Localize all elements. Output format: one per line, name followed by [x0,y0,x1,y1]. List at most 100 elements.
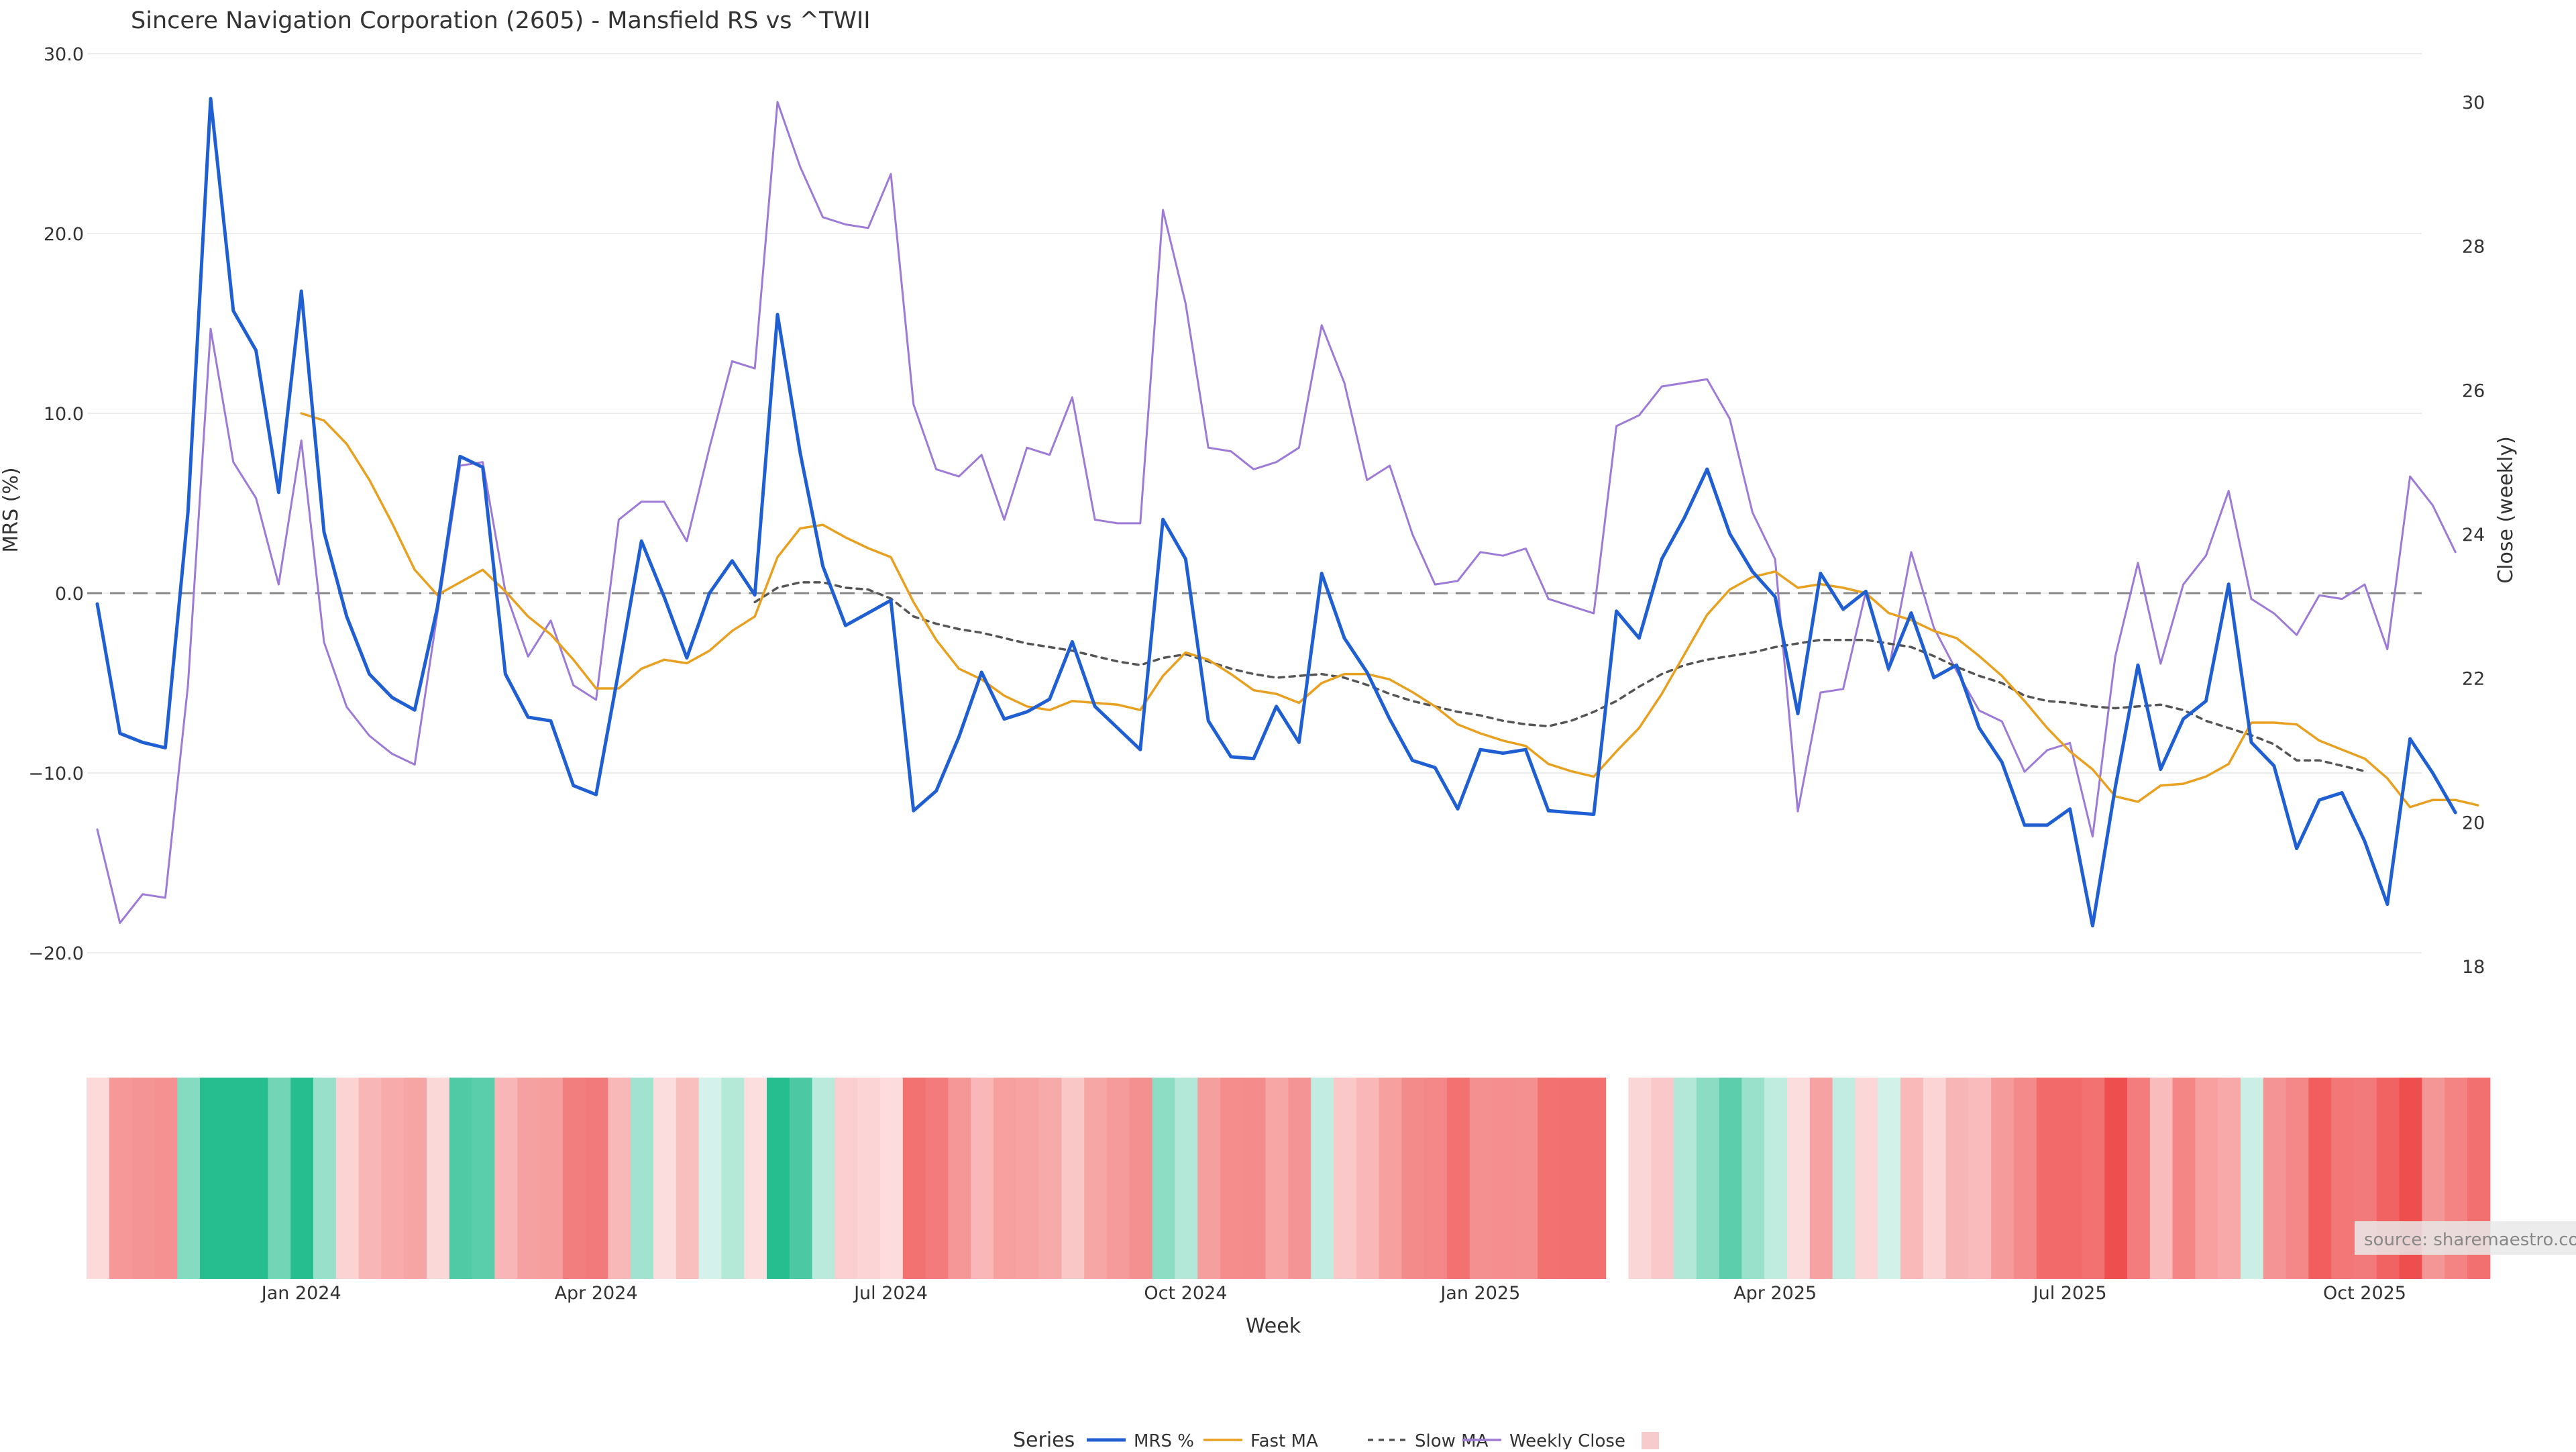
heat-cell [109,1078,133,1279]
legend: Series MRS % Fast MA Slow MA Weekly Close [1013,1429,1659,1452]
heat-cell [1356,1078,1380,1279]
heat-cell [1447,1078,1470,1279]
y-left-tick-label: 30.0 [44,44,84,65]
legend-heat-swatch[interactable] [1642,1432,1659,1449]
series-layer [95,97,2479,928]
heat-cell [1492,1078,1515,1279]
heat-cell [177,1078,201,1279]
heat-cell [2263,1078,2287,1279]
heat-cell [857,1078,881,1279]
heat-cell [2308,1078,2332,1279]
legend-label: Weekly Close [1509,1431,1625,1449]
y-left-tick-label: −20.0 [28,943,84,964]
heat-cell [1945,1078,1969,1279]
heat-cell [1719,1078,1742,1279]
x-tick-label: Jul 2025 [2032,1283,2107,1304]
heat-cell [1991,1078,2015,1279]
heat-cell [1809,1078,1833,1279]
heat-cell [2149,1078,2174,1279]
x-tick-label: Apr 2025 [1733,1283,1817,1304]
heat-cell [2331,1078,2355,1279]
heat-cell [1855,1078,1878,1279]
heat-cell [1175,1078,1198,1279]
heat-cell [744,1078,767,1279]
heat-cell [200,1078,223,1279]
heat-cell [631,1078,654,1279]
heat-cell [925,1078,949,1279]
heat-cell [2059,1078,2082,1279]
legend-item-fast-ma[interactable]: Fast MA [1203,1431,1318,1451]
heat-cell [1878,1078,1901,1279]
y-right-tick-label: 24 [2462,525,2485,546]
heat-cell [494,1078,518,1279]
heat-cell [971,1078,994,1279]
heat-cell [767,1078,790,1279]
heat-cell [835,1078,858,1279]
y-axis-right-ticks: 30 28 26 24 22 20 18 [2462,93,2485,978]
y-right-tick-label: 28 [2462,237,2485,258]
legend-item-weekly-close[interactable]: Weekly Close [1462,1431,1625,1451]
heat-cell [1968,1078,1992,1279]
heat-cell [1242,1078,1267,1279]
heat-cell [1401,1078,1425,1279]
heat-cell [1334,1078,1357,1279]
heat-cell [404,1078,427,1279]
heat-cell [1764,1078,1788,1279]
heat-cell [2195,1078,2218,1279]
heat-cell [472,1078,495,1279]
heat-cell [1628,1078,1652,1279]
heat-cell [994,1078,1017,1279]
heat-cell [1220,1078,1244,1279]
heat-cell [2127,1078,2151,1279]
heat-cell [449,1078,473,1279]
y-axis-right-label: Close (weekly) [2494,436,2518,584]
heat-cell [1311,1078,1334,1279]
legend-label: Fast MA [1250,1431,1318,1449]
heat-cell [1379,1078,1402,1279]
heat-cell [1129,1078,1153,1279]
heat-cell [1651,1078,1674,1279]
x-axis-ticks: Jan 2024 Apr 2024 Jul 2024 Oct 2024 Jan 2025… [260,1283,2406,1304]
heat-cell [653,1078,677,1279]
heat-cell [1741,1078,1765,1279]
heat-cell [2286,1078,2309,1279]
heat-cell [1107,1078,1130,1279]
heat-cell [1832,1078,1856,1279]
source-note: source: sharemaestro.com [2355,1221,2576,1255]
heat-cell [1696,1078,1720,1279]
legend-title: Series [1013,1429,1075,1449]
y-right-tick-label: 30 [2462,93,2485,113]
heat-cell [1787,1078,1811,1279]
heat-cell [131,1078,155,1279]
heat-cell [1469,1078,1493,1279]
heat-cell [1582,1078,1607,1279]
heat-cell [222,1078,246,1279]
y-axis-left-label: MRS (%) [0,467,23,552]
heat-cell [427,1078,450,1279]
heat-cell [1038,1078,1062,1279]
heat-cell [1674,1078,1697,1279]
heat-cell [1016,1078,1040,1279]
x-tick-label: Jul 2024 [853,1283,928,1304]
heat-cell [2172,1078,2196,1279]
heat-cell [608,1078,631,1279]
heat-cell [2104,1078,2128,1279]
heat-cell [1197,1078,1221,1279]
y-axis-left-ticks: 30.0 20.0 10.0 0.0 −10.0 −20.0 [28,44,84,964]
legend-item-mrs[interactable]: MRS % [1087,1431,1194,1451]
y-left-tick-label: 20.0 [44,224,84,245]
heat-cell [585,1078,608,1279]
series-mrs-line [95,97,2457,928]
y-right-tick-label: 26 [2462,380,2485,401]
heat-cell [880,1078,904,1279]
y-right-tick-label: 20 [2462,813,2485,833]
heat-cell [517,1078,541,1279]
heatmap-strip [87,1078,2491,1279]
heat-cell [1560,1078,1584,1279]
x-tick-label: Oct 2025 [2323,1283,2406,1304]
legend-item-slow-ma[interactable]: Slow MA [1368,1431,1489,1451]
heat-cell [154,1078,178,1279]
heat-cell [313,1078,337,1279]
heat-cell [2082,1078,2105,1279]
legend-label: Slow MA [1415,1431,1489,1449]
